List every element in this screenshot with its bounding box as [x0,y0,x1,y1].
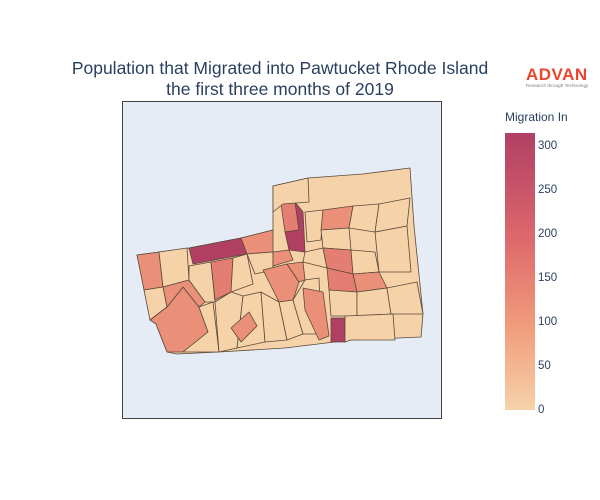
tract-e-2 [330,317,346,343]
tract-nw-3 [230,253,254,293]
tract-n-4 [304,209,324,243]
tract-e-6 [344,313,396,343]
map-title-line-1: Population that Migrated into Pawtucket … [71,58,489,78]
colorbar-tick-label: 50 [538,360,551,373]
choropleth-map [136,167,424,355]
tract-ne-2 [348,203,380,233]
tract-e-3 [302,287,330,341]
tract-n-5 [272,177,310,213]
colorbar-gradient [505,133,535,410]
colorbar-title: Migration In [505,110,568,124]
tract-west-1 [136,251,164,291]
map-title-line-2: the first three months of 2019 [166,79,394,99]
map-frame [122,101,442,419]
tract-top-1 [240,229,274,255]
colorbar-tick-label: 100 [538,316,558,329]
tract-c-4 [262,263,300,303]
tract-sw-3 [182,301,220,353]
tract-e-5 [386,281,424,315]
tract-n-3 [272,249,294,267]
advan-logo-tagline: Research through Technology [526,83,589,88]
advan-logo-wordmark: ADVAN [526,65,588,84]
colorbar-tick-label: 0 [538,404,545,416]
colorbar-tick-label: 200 [538,228,558,241]
tract-ne-5 [350,249,380,275]
colorbar-tick-label: 150 [538,272,558,285]
tract-e-1 [328,289,358,317]
tract-ne-8 [374,225,412,273]
advan-logo: ADVAN Research through Technology [526,66,588,89]
tract-c-3 [230,311,258,343]
tract-ne-1 [320,205,354,231]
tract-e-4 [356,287,392,317]
tract-nw-1 [188,261,216,303]
map-title: Population that Migrated into Pawtucket … [40,58,520,100]
colorbar-tick-label: 250 [538,184,558,197]
colorbar-tick-label: 300 [538,140,558,153]
tract-ne-3 [320,227,352,251]
tract-ne-9 [374,197,411,233]
